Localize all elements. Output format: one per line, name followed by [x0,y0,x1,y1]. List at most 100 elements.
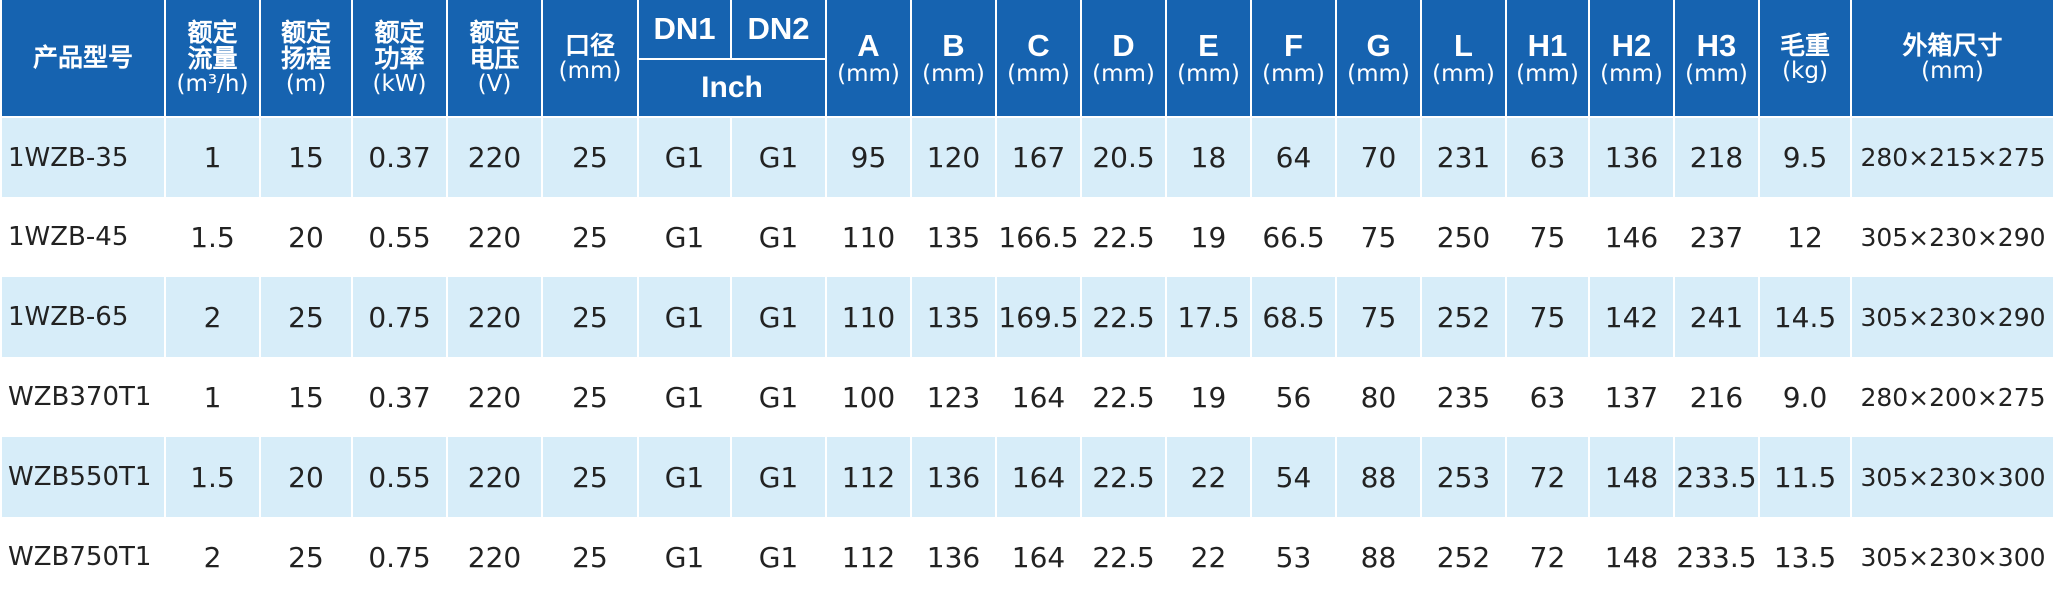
cell: 0.75 [351,517,447,597]
column-header: 额定 功率 (kW) [351,0,448,118]
cell: G1 [637,357,731,437]
header-name: E [1198,27,1219,63]
header-unit: (mm) [1516,61,1579,88]
cell: 233.5 [1673,517,1759,597]
cell: 1WZB-45 [0,197,165,277]
column-header: H1 (mm) [1505,0,1590,118]
cell: 54 [1250,437,1336,517]
cell: 123 [910,357,996,437]
header-unit: (mm) [1921,58,1984,85]
cell: 0.75 [351,277,447,357]
column-header: 毛重 (kg) [1758,0,1852,118]
cell: 22.5 [1080,357,1166,437]
column-header: 额定 电压 (V) [446,0,543,118]
header-unit: (kg) [1782,58,1828,85]
cell: 237 [1673,197,1759,277]
header-row: Inch [1,59,2053,118]
column-header: E (mm) [1165,0,1252,118]
cell: 20 [259,197,352,277]
cell: 220 [446,117,542,197]
cell: 25 [541,357,638,437]
cell: 142 [1588,277,1674,357]
cell: 25 [541,277,638,357]
header-unit: (V) [477,71,512,98]
header-name: 额定 扬程 [280,17,331,73]
cell: WZB750T1 [0,517,165,597]
header-name: DN2 [747,10,810,46]
cell: G1 [730,357,826,437]
cell: 95 [825,117,911,197]
cell: G1 [637,437,731,517]
header-name: 口径 [564,30,615,60]
cell: G1 [637,517,731,597]
cell: 136 [1588,117,1674,197]
header-unit: (mm) [1600,61,1663,88]
cell: 146 [1588,197,1674,277]
cell: 22.5 [1080,197,1166,277]
header-name: H1 [1527,27,1568,63]
header-name: H3 [1696,27,1737,63]
cell: 148 [1588,437,1674,517]
cell: 63 [1505,117,1589,197]
cell: 231 [1420,117,1506,197]
cell: 167 [995,117,1081,197]
cell: 148 [1588,517,1674,597]
cell: 14.5 [1758,277,1851,357]
cell: WZB370T1 [0,357,165,437]
cell: 136 [910,437,996,517]
cell: 2 [164,277,260,357]
header-name: G [1366,27,1391,63]
cell: 25 [541,197,638,277]
column-header: DN2 [730,0,827,60]
cell: 137 [1588,357,1674,437]
cell: 22.5 [1080,277,1166,357]
cell: G1 [730,117,826,197]
cell: 18 [1165,117,1251,197]
cell: 20 [259,437,352,517]
cell: 80 [1335,357,1421,437]
cell: 0.37 [351,357,447,437]
header-name: 额定 电压 [469,17,520,73]
cell: G1 [637,117,731,197]
column-header: A (mm) [825,0,912,118]
cell: 100 [825,357,911,437]
header-name: 产品型号 [32,42,133,72]
header-name: DN1 [653,10,716,46]
cell: 1 [164,357,260,437]
group-header: Inch [637,59,827,118]
cell: 136 [910,517,996,597]
header-unit: (mm) [1685,61,1748,88]
cell: 25 [541,437,638,517]
column-header: 额定 流量 (m³/h) [164,0,261,118]
column-header: G (mm) [1335,0,1422,118]
cell: 22 [1165,437,1251,517]
column-header: 外箱尺寸 (mm) [1850,0,2053,118]
header-name: 额定 流量 [187,17,238,73]
cell: 9.0 [1758,357,1851,437]
cell: 135 [910,277,996,357]
cell: 1 [164,117,260,197]
data-row: WZB550T1 1.5 20 0.55 220 25 G1 G1 112 136 164 22.5 2… [0,437,2053,517]
column-header: DN1 [637,0,732,60]
cell: 164 [995,437,1081,517]
cell: 64 [1250,117,1336,197]
header-name: H2 [1611,27,1652,63]
cell: 164 [995,357,1081,437]
cell: G1 [637,197,731,277]
column-header: H2 (mm) [1588,0,1675,118]
header-unit: (mm) [1177,61,1240,88]
cell: 66.5 [1250,197,1336,277]
cell: 253 [1420,437,1506,517]
cell: 15 [259,117,352,197]
cell: 220 [446,197,542,277]
header-name: L [1454,27,1473,63]
cell: 22.5 [1080,517,1166,597]
cell: 22.5 [1080,437,1166,517]
cell: 1WZB-35 [0,117,165,197]
cell: 220 [446,277,542,357]
column-header: 额定 扬程 (m) [259,0,353,118]
header-unit: (mm) [1262,61,1325,88]
cell: 169.5 [995,277,1081,357]
header-unit: (mm) [837,61,900,88]
cell: 53 [1250,517,1336,597]
